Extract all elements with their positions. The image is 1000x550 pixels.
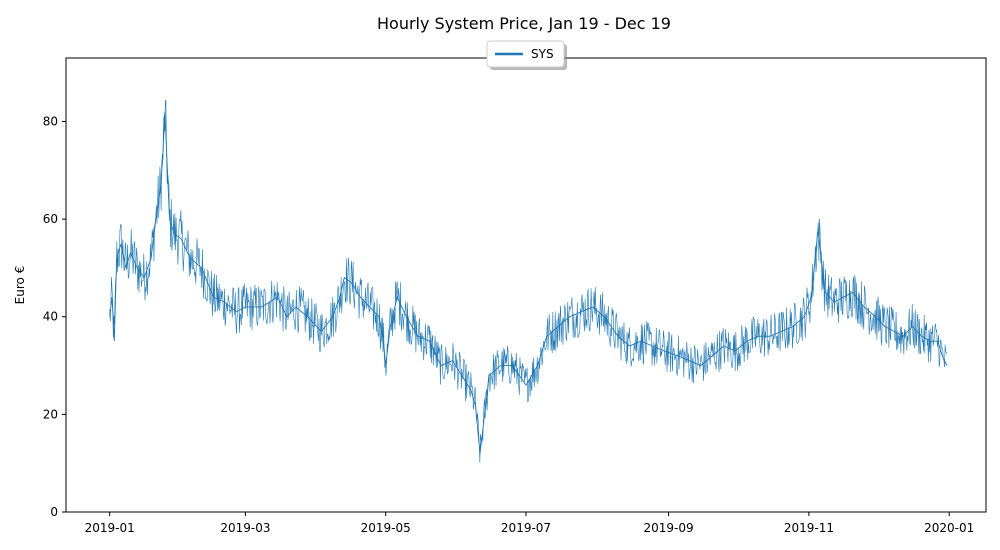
x-tick-label: 2019-09: [644, 521, 694, 535]
y-tick-label: 80: [43, 114, 58, 128]
x-tick-label: 2019-05: [361, 521, 411, 535]
y-tick-label: 60: [43, 212, 58, 226]
y-axis-label: Euro €: [13, 266, 27, 305]
x-tick-label: 2019-03: [220, 521, 270, 535]
series-sys: [109, 99, 948, 463]
series-line: [109, 111, 948, 454]
x-axis: 2019-01 2019-03 2019-05 2019-07 2019-09 2019-…: [85, 512, 974, 535]
series-layer: [109, 99, 948, 463]
y-tick-label: 20: [43, 407, 58, 421]
y-axis: 0 20 40 60 80: [43, 114, 66, 519]
x-tick-label: 2019-01: [85, 521, 135, 535]
x-tick-label: 2019-11: [784, 521, 834, 535]
series-texture-line: [109, 99, 948, 463]
legend: SYS: [486, 40, 567, 70]
legend-label-sys: SYS: [531, 47, 554, 61]
y-tick-label: 40: [43, 310, 58, 324]
x-tick-label: 2020-01: [924, 521, 974, 535]
y-tick-label: 0: [50, 505, 58, 519]
x-tick-label: 2019-07: [501, 521, 551, 535]
legend-box: [486, 40, 565, 68]
chart-title: Hourly System Price, Jan 19 - Dec 19: [377, 14, 671, 33]
